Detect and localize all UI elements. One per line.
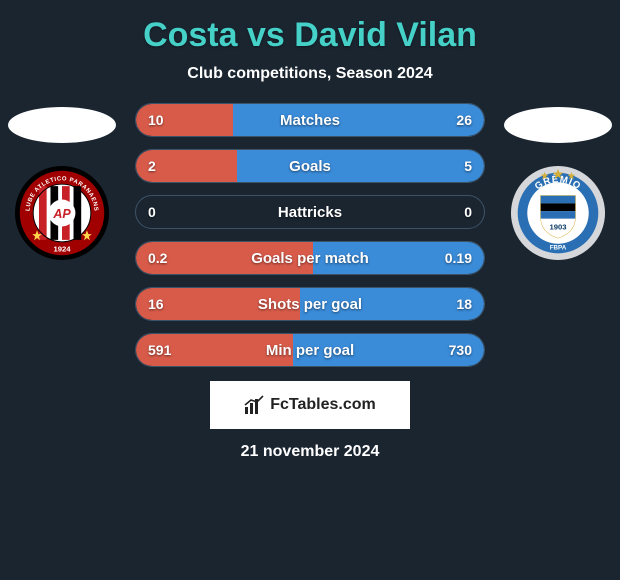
stat-bar: 0Hattricks0 [135,195,485,229]
page-title: Costa vs David Vilan [0,16,620,55]
svg-text:AP: AP [52,207,71,221]
stat-bar: 16Shots per goal18 [135,287,485,321]
stat-label: Shots per goal [136,296,484,313]
stat-bar: 2Goals5 [135,149,485,183]
right-column: 1903 GRÊMIO FBPA [503,103,613,261]
right-club-logo: 1903 GRÊMIO FBPA [510,165,606,261]
left-column: AP CLUBE ATLETICO PARANAENSE 1924 [7,103,117,261]
stat-right-value: 0.19 [445,250,472,266]
stat-right-value: 730 [449,342,472,358]
right-flag [504,107,612,143]
branding-badge: FcTables.com [210,381,410,429]
stat-label: Goals per match [136,250,484,267]
chart-icon [244,395,264,415]
stat-bar: 10Matches26 [135,103,485,137]
main-row: AP CLUBE ATLETICO PARANAENSE 1924 10Matc… [0,103,620,367]
stat-label: Hattricks [136,204,484,221]
branding-text: FcTables.com [270,396,376,414]
svg-text:FBPA: FBPA [550,244,567,251]
stat-right-value: 26 [456,112,472,128]
left-flag [8,107,116,143]
stat-right-value: 18 [456,296,472,312]
page-subtitle: Club competitions, Season 2024 [0,65,620,83]
comparison-card: Costa vs David Vilan Club competitions, … [0,0,620,471]
stat-label: Goals [136,158,484,175]
stat-right-value: 0 [464,204,472,220]
svg-text:1924: 1924 [53,244,71,253]
stat-label: Min per goal [136,342,484,359]
svg-text:1903: 1903 [549,222,566,231]
stat-right-value: 5 [464,158,472,174]
stat-bar: 0.2Goals per match0.19 [135,241,485,275]
stat-label: Matches [136,112,484,129]
left-club-logo: AP CLUBE ATLETICO PARANAENSE 1924 [14,165,110,261]
generated-date: 21 november 2024 [0,443,620,461]
stat-bar: 591Min per goal730 [135,333,485,367]
stats-list: 10Matches26 2Goals5 0Hattricks0 0.2Goals pe… [135,103,485,367]
